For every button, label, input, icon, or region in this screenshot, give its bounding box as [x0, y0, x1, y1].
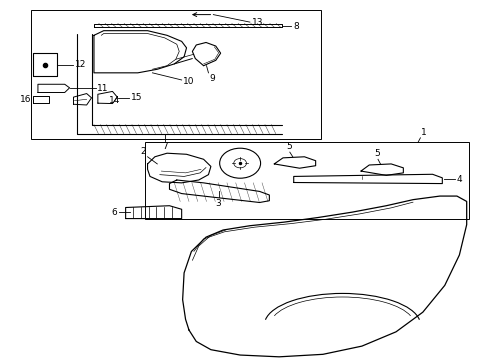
Bar: [145, 143, 469, 219]
Text: 2: 2: [140, 147, 146, 156]
Text: 8: 8: [294, 22, 299, 31]
Text: 5: 5: [286, 142, 292, 151]
Text: 12: 12: [74, 60, 86, 69]
Text: 9: 9: [209, 74, 215, 83]
Bar: [30, 10, 320, 139]
Text: 1: 1: [421, 128, 427, 137]
Text: 4: 4: [457, 175, 463, 184]
Text: 11: 11: [98, 84, 109, 93]
Text: 15: 15: [130, 93, 142, 102]
Text: 13: 13: [252, 18, 264, 27]
Text: 6: 6: [112, 208, 117, 217]
Text: 5: 5: [374, 149, 380, 158]
Text: 14: 14: [109, 96, 120, 105]
Text: 16: 16: [20, 95, 31, 104]
Text: 10: 10: [183, 77, 194, 86]
Text: 3: 3: [215, 199, 221, 208]
Text: 7: 7: [162, 142, 168, 151]
